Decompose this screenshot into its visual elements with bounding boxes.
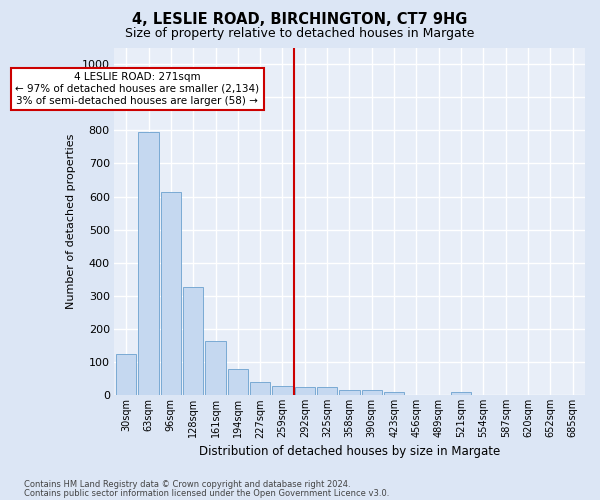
Bar [451,392,471,396]
Y-axis label: Number of detached properties: Number of detached properties [66,134,76,309]
Bar [340,390,359,396]
Bar [228,370,248,396]
Bar [295,387,315,396]
Bar [272,386,293,396]
Text: Contains HM Land Registry data © Crown copyright and database right 2024.: Contains HM Land Registry data © Crown c… [24,480,350,489]
Text: 4 LESLIE ROAD: 271sqm
← 97% of detached houses are smaller (2,134)
3% of semi-de: 4 LESLIE ROAD: 271sqm ← 97% of detached … [16,72,259,106]
X-axis label: Distribution of detached houses by size in Margate: Distribution of detached houses by size … [199,444,500,458]
Bar [384,392,404,396]
Bar [161,192,181,396]
Bar [362,390,382,396]
Bar [317,387,337,396]
Text: 4, LESLIE ROAD, BIRCHINGTON, CT7 9HG: 4, LESLIE ROAD, BIRCHINGTON, CT7 9HG [133,12,467,28]
Text: Contains public sector information licensed under the Open Government Licence v3: Contains public sector information licen… [24,488,389,498]
Bar [250,382,270,396]
Bar [116,354,136,396]
Bar [139,132,158,396]
Bar [205,342,226,396]
Bar [183,286,203,396]
Text: Size of property relative to detached houses in Margate: Size of property relative to detached ho… [125,28,475,40]
